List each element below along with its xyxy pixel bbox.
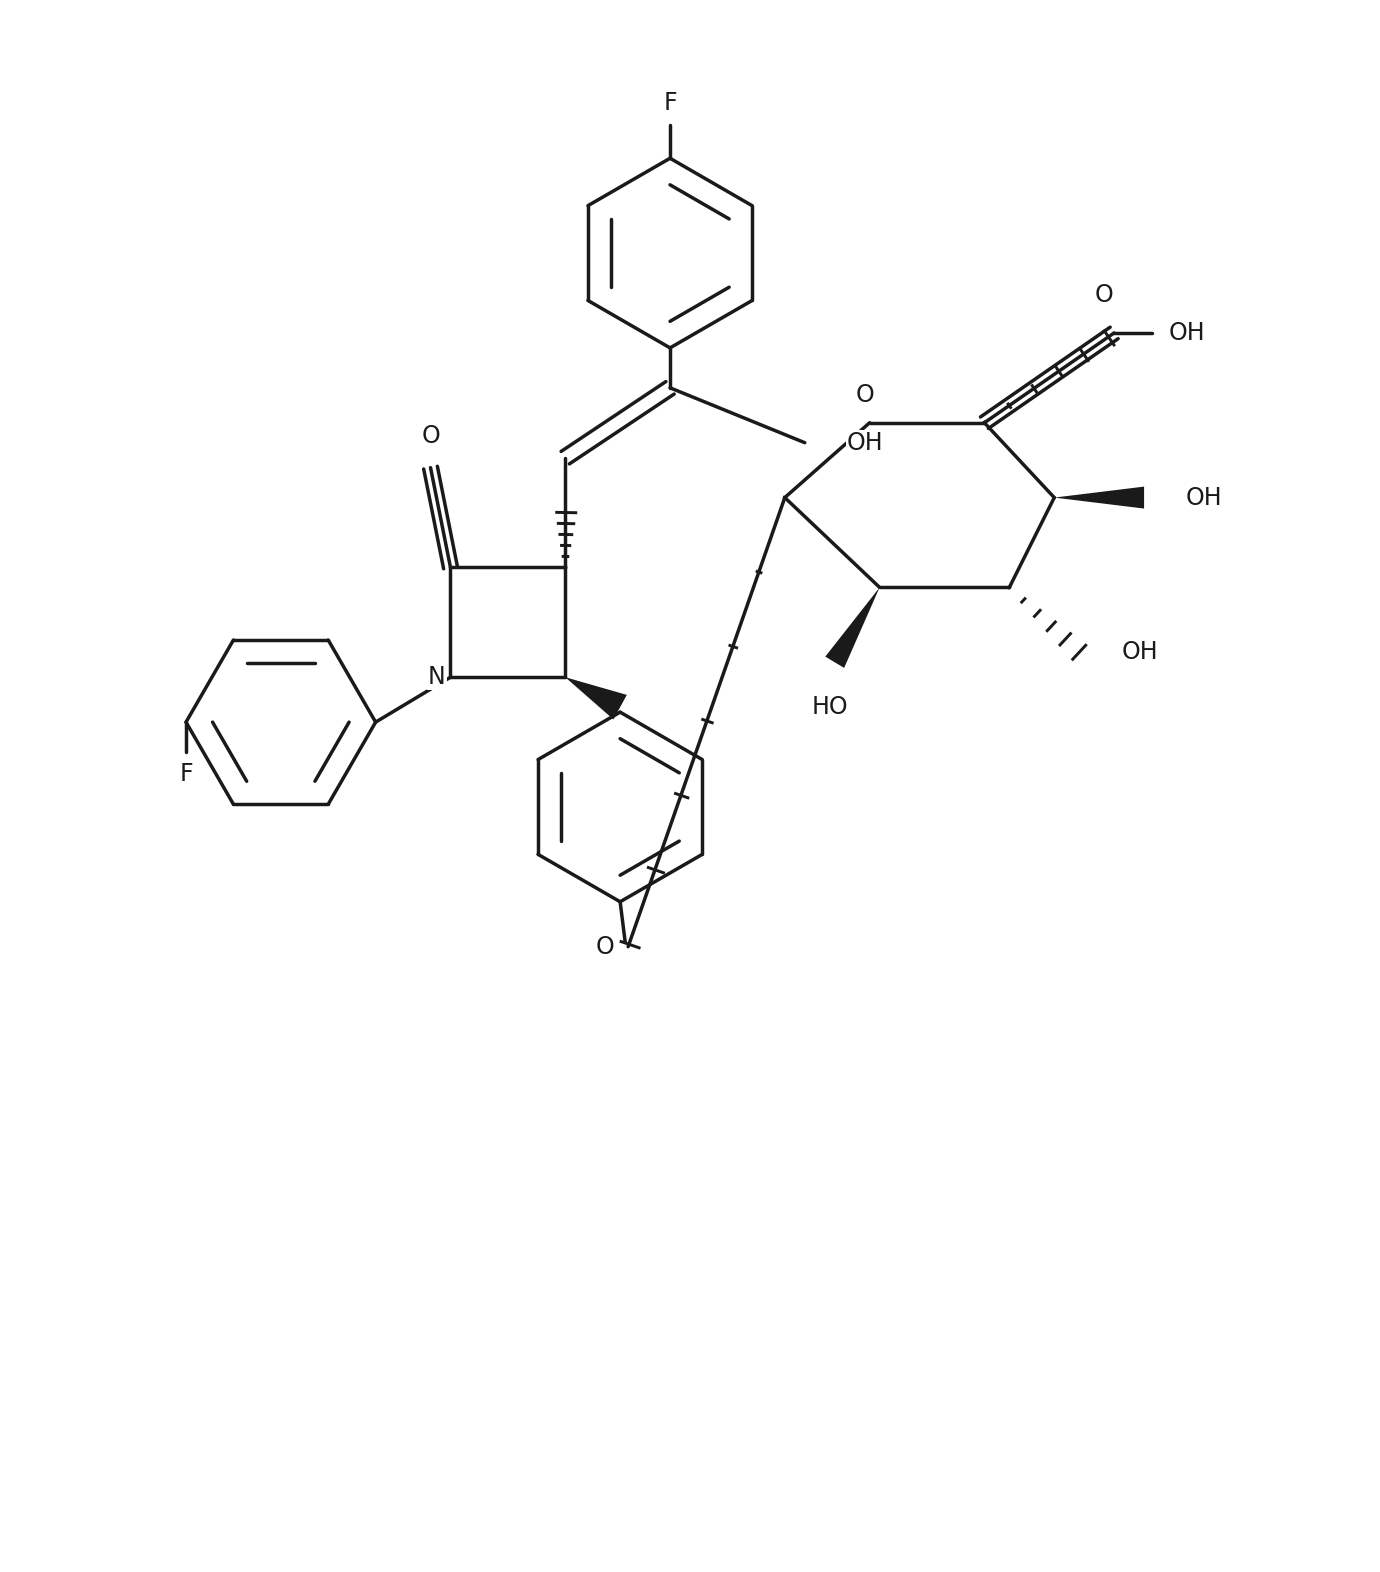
Text: O: O: [856, 384, 874, 407]
Text: F: F: [664, 91, 676, 115]
Text: OH: OH: [1121, 640, 1158, 665]
Text: OH: OH: [1169, 321, 1206, 344]
Text: O: O: [421, 424, 440, 448]
Text: O: O: [596, 935, 614, 959]
Text: O: O: [1094, 283, 1114, 307]
Text: HO: HO: [811, 695, 849, 718]
Text: F: F: [179, 762, 193, 786]
Polygon shape: [1054, 487, 1144, 509]
Text: OH: OH: [847, 431, 883, 454]
Polygon shape: [566, 678, 627, 720]
Polygon shape: [825, 588, 879, 668]
Text: OH: OH: [1185, 486, 1223, 509]
Text: N: N: [428, 665, 446, 689]
